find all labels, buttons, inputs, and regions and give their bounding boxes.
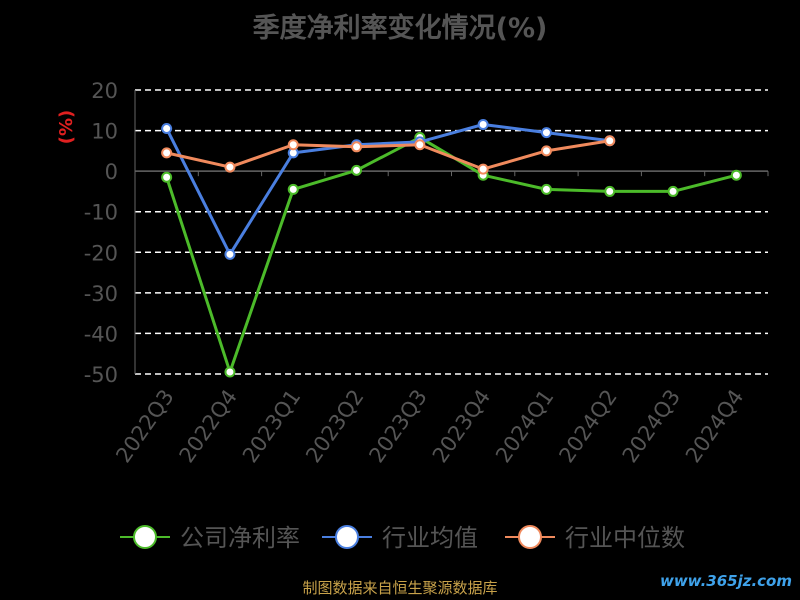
series-1 [161,118,616,260]
data-point[interactable] [477,118,489,130]
data-point[interactable] [604,135,616,147]
x-tick-label: 2023Q3 [364,385,431,467]
y-tick-label: 10 [91,120,118,144]
legend-marker [133,525,157,549]
legend-label: 行业均值 [382,524,478,552]
legend-marker [335,525,359,549]
data-point[interactable] [224,248,236,260]
data-point[interactable] [287,183,299,195]
axes: 20100-10-20-30-40-50(%)2022Q32022Q42023Q… [56,79,769,467]
data-point[interactable] [414,139,426,151]
data-point[interactable] [540,127,552,139]
y-tick-label: -30 [84,282,118,306]
grid-lines [135,89,768,375]
series-lines [161,118,742,378]
series-line [165,122,610,256]
data-point[interactable] [540,145,552,157]
y-axis-label: (%) [56,110,77,145]
legend-label: 公司净利率 [180,524,300,552]
data-point[interactable] [477,163,489,175]
data-point[interactable] [161,147,173,159]
x-tick-label: 2024Q4 [681,385,748,467]
data-point[interactable] [604,185,616,197]
data-point[interactable] [161,123,173,135]
x-tick-label: 2024Q3 [618,385,685,467]
data-point[interactable] [351,164,363,176]
x-tick-label: 2023Q4 [428,385,495,467]
legend-marker [518,525,542,549]
y-tick-label: -20 [84,241,118,265]
y-tick-label: -40 [84,322,118,346]
series-line [166,139,610,171]
x-tick-label: 2024Q1 [491,385,558,467]
data-point[interactable] [667,185,679,197]
y-tick-label: -50 [84,363,118,387]
data-point[interactable] [351,141,363,153]
legend-item-0[interactable]: 公司净利率 [120,524,300,552]
y-tick-label: 0 [105,160,118,184]
x-tick-label: 2023Q1 [238,385,305,467]
legend-item-2[interactable]: 行业中位数 [505,524,685,552]
y-tick-label: -10 [84,201,118,225]
legend-label: 行业中位数 [565,524,685,552]
x-tick-label: 2024Q2 [554,385,621,467]
data-point[interactable] [540,183,552,195]
y-tick-label: 20 [91,79,118,103]
legend-item-1[interactable]: 行业均值 [322,524,478,552]
data-point[interactable] [730,169,742,181]
data-point[interactable] [224,366,236,378]
x-tick-label: 2022Q3 [111,385,178,467]
series-0 [161,131,742,378]
data-point[interactable] [161,171,173,183]
data-point[interactable] [287,139,299,151]
data-point[interactable] [224,161,236,173]
series-2 [161,135,616,175]
source-footer: 制图数据来自恒生聚源数据库 [302,579,498,597]
chart-title: 季度净利率变化情况(%) [252,13,548,44]
watermark: www.365jz.com [659,572,792,590]
x-tick-label: 2023Q2 [301,385,368,467]
x-tick-label: 2022Q4 [175,385,242,467]
legend: 公司净利率 行业均值 行业中位数 [120,524,685,552]
